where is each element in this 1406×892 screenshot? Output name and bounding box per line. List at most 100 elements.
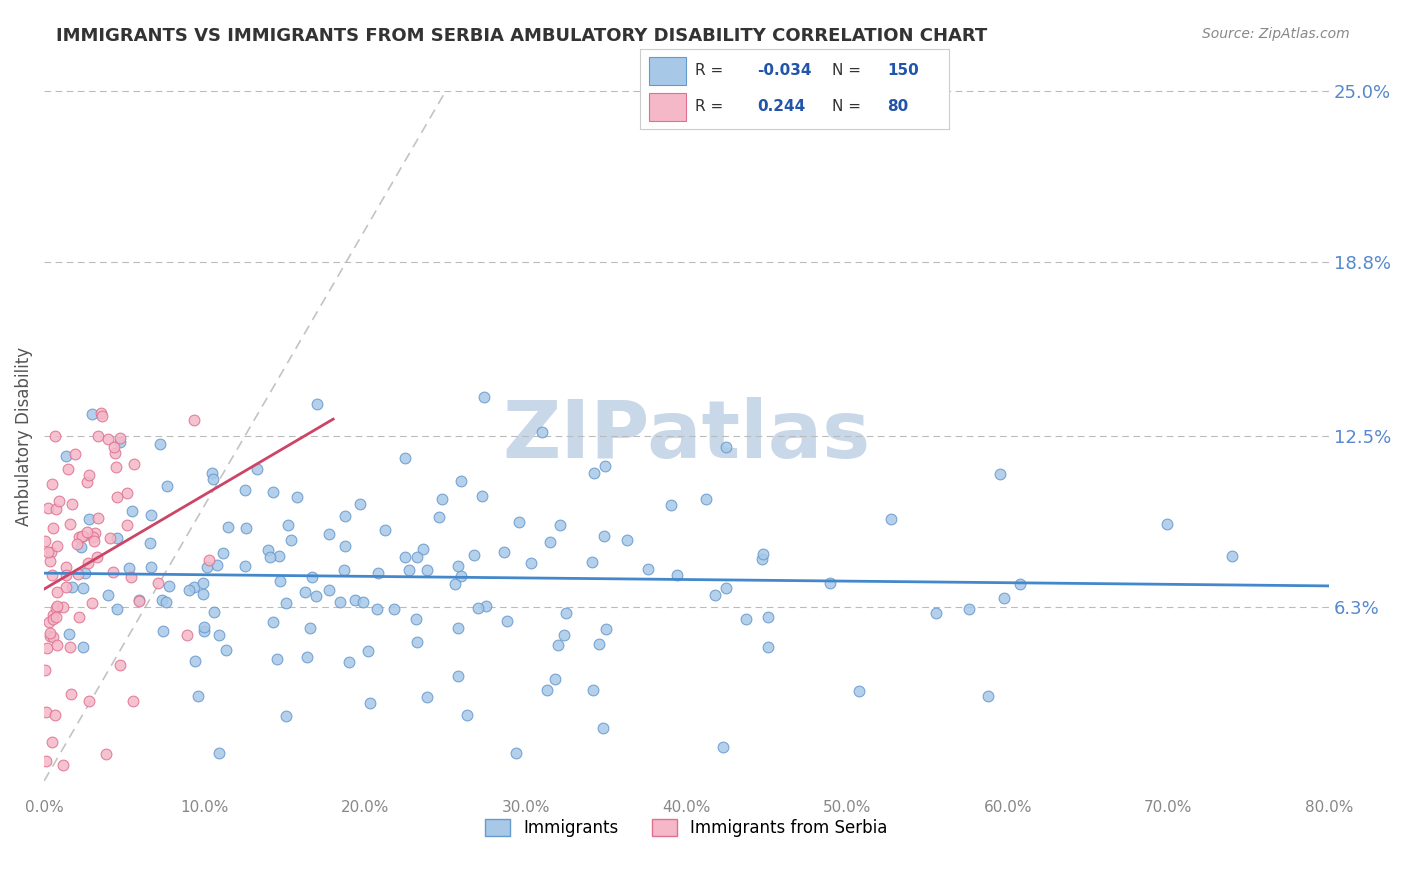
- Immigrants from Serbia: [42, 521, 65, 535]
- Immigrants: [430, 491, 453, 506]
- Immigrants: [177, 583, 200, 598]
- Immigrants: [233, 559, 256, 574]
- Immigrants from Serbia: [76, 556, 98, 570]
- Immigrants: [444, 577, 467, 591]
- Immigrants from Serbia: [82, 531, 104, 545]
- Immigrants from Serbia: [34, 755, 56, 769]
- Immigrants from Serbia: [45, 501, 67, 516]
- Immigrants: [880, 511, 903, 525]
- Immigrants: [405, 612, 427, 626]
- Immigrants: [447, 558, 470, 573]
- Immigrants from Serbia: [41, 734, 63, 748]
- Immigrants: [280, 533, 302, 548]
- Immigrants: [150, 593, 173, 607]
- Immigrants: [318, 583, 340, 598]
- Immigrants from Serbia: [41, 612, 63, 626]
- Immigrants: [548, 518, 571, 533]
- Immigrants: [139, 536, 162, 550]
- Immigrants from Serbia: [38, 629, 60, 643]
- Immigrants: [352, 595, 374, 609]
- Immigrants: [208, 747, 231, 761]
- Immigrants from Serbia: [121, 694, 143, 708]
- Immigrants from Serbia: [98, 531, 121, 545]
- Immigrants from Serbia: [39, 554, 62, 568]
- Immigrants: [266, 651, 288, 665]
- Immigrants: [450, 569, 472, 583]
- Immigrants from Serbia: [87, 511, 110, 525]
- Immigrants: [211, 546, 233, 560]
- Immigrants: [538, 535, 561, 549]
- Immigrants from Serbia: [59, 516, 82, 531]
- Immigrants from Serbia: [83, 525, 105, 540]
- Immigrants: [447, 669, 470, 683]
- Immigrants: [191, 587, 214, 601]
- Immigrants: [751, 547, 773, 561]
- Immigrants: [756, 610, 779, 624]
- Immigrants: [703, 588, 725, 602]
- Immigrants from Serbia: [34, 533, 56, 548]
- Immigrants from Serbia: [128, 594, 150, 608]
- Immigrants: [55, 449, 77, 463]
- Immigrants from Serbia: [198, 552, 221, 566]
- Immigrants from Serbia: [55, 580, 77, 594]
- Immigrants: [593, 529, 616, 543]
- Immigrants from Serbia: [70, 528, 93, 542]
- Immigrants from Serbia: [122, 457, 145, 471]
- Immigrants: [593, 458, 616, 473]
- Immigrants: [988, 467, 1011, 482]
- Immigrants from Serbia: [45, 601, 67, 615]
- Immigrants: [735, 612, 758, 626]
- Text: R =: R =: [696, 63, 728, 78]
- Immigrants: [335, 539, 357, 553]
- Immigrants: [79, 512, 101, 526]
- Immigrants: [329, 595, 352, 609]
- Immigrants from Serbia: [110, 431, 132, 445]
- Immigrants: [201, 472, 224, 486]
- Text: 150: 150: [887, 63, 920, 78]
- Immigrants: [993, 591, 1015, 606]
- Immigrants: [294, 584, 316, 599]
- Immigrants: [259, 550, 281, 565]
- Immigrants from Serbia: [46, 585, 69, 599]
- Text: ZIPatlas: ZIPatlas: [502, 397, 870, 475]
- Immigrants: [416, 563, 439, 577]
- Immigrants: [105, 602, 128, 616]
- Immigrants: [398, 563, 420, 577]
- Immigrants: [374, 523, 396, 537]
- Immigrants: [215, 643, 238, 657]
- Immigrants from Serbia: [104, 460, 127, 475]
- Immigrants from Serbia: [97, 433, 120, 447]
- Immigrants: [616, 533, 638, 547]
- Immigrants: [520, 556, 543, 570]
- Text: 80: 80: [887, 99, 908, 114]
- Immigrants: [756, 640, 779, 655]
- Text: N =: N =: [831, 63, 865, 78]
- Immigrants: [450, 474, 472, 488]
- Immigrants: [157, 579, 180, 593]
- Immigrants: [295, 649, 318, 664]
- Immigrants: [97, 588, 120, 602]
- Immigrants: [217, 520, 239, 534]
- Immigrants: [359, 696, 381, 710]
- Immigrants: [333, 508, 356, 523]
- Immigrants from Serbia: [52, 757, 75, 772]
- Immigrants from Serbia: [108, 658, 131, 673]
- FancyBboxPatch shape: [650, 57, 686, 86]
- Immigrants: [80, 408, 103, 422]
- Immigrants: [1220, 549, 1243, 563]
- Immigrants from Serbia: [87, 428, 110, 442]
- Immigrants from Serbia: [77, 468, 100, 483]
- FancyBboxPatch shape: [650, 94, 686, 121]
- Immigrants from Serbia: [176, 628, 198, 642]
- Immigrants: [592, 722, 614, 736]
- Immigrants: [343, 593, 366, 607]
- Immigrants: [108, 434, 131, 449]
- Immigrants from Serbia: [183, 413, 205, 427]
- Immigrants: [394, 451, 416, 466]
- Immigrants: [256, 542, 278, 557]
- Immigrants from Serbia: [76, 475, 98, 489]
- Immigrants from Serbia: [38, 615, 60, 629]
- Immigrants: [583, 466, 606, 480]
- Immigrants: [105, 531, 128, 545]
- Immigrants: [366, 602, 388, 616]
